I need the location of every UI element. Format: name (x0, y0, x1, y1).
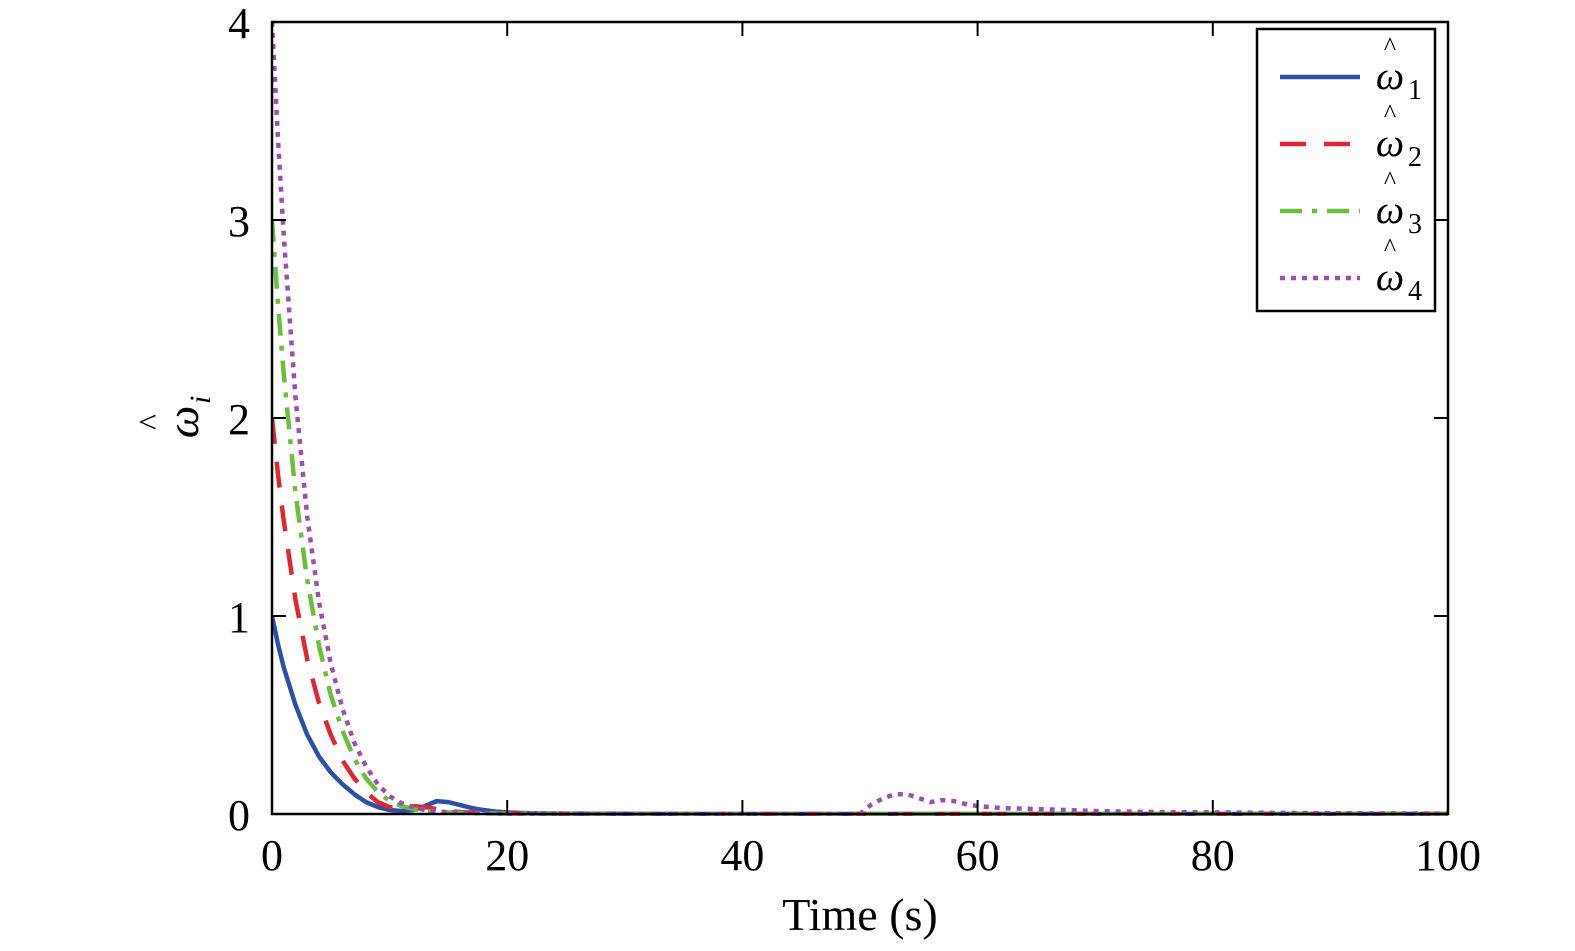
x-axis-label: Time (s) (782, 889, 938, 940)
legend-hat: ^ (1384, 166, 1396, 195)
legend-symbol: ω (1376, 53, 1404, 98)
legend-hat: ^ (1384, 99, 1396, 128)
legend-entry-3: ^ω 3 (1280, 166, 1422, 240)
legend-hat: ^ (1384, 32, 1396, 61)
legend-subscript: 2 (1408, 142, 1422, 173)
x-tick-label: 60 (956, 831, 1000, 880)
x-tick-label: 80 (1191, 831, 1235, 880)
legend-symbol: ω (1376, 187, 1404, 232)
legend-subscript: 3 (1408, 209, 1422, 240)
ticks-layer (271, 21, 1449, 815)
y-tick-label: 1 (228, 593, 250, 642)
y-axis-label-hat: ^ (133, 414, 170, 430)
y-axis-label-symbol: ω (157, 406, 208, 438)
series-line-3 (272, 219, 1448, 816)
y-tick-label: 0 (228, 791, 250, 840)
legend-subscript: 4 (1408, 276, 1422, 307)
legend: ^ω 1^ω 2^ω 3^ω 4 (1255, 27, 1437, 313)
x-tick-label: 0 (261, 831, 283, 880)
legend-symbol: ω (1376, 254, 1404, 299)
x-tick-label: 100 (1415, 831, 1481, 880)
y-tick-label: 4 (228, 0, 250, 48)
tick-labels-layer: 0 20 40 60 80 100 0 1 2 3 4 (228, 0, 1481, 880)
legend-entry-2: ^ω 2 (1280, 99, 1422, 173)
x-tick-label: 40 (720, 831, 764, 880)
legend-subscript: 1 (1408, 75, 1422, 106)
y-tick-label: 2 (228, 395, 250, 444)
legend-entry-1: ^ω 1 (1280, 32, 1422, 106)
y-tick-label: 3 (228, 197, 250, 246)
x-tick-label: 20 (485, 831, 529, 880)
y-axis-label: ^ ω i (133, 396, 217, 439)
legend-entry-4: ^ω 4 (1280, 233, 1422, 307)
y-axis-label-subscript: i (184, 396, 217, 404)
legend-symbol: ω (1376, 120, 1404, 165)
series-line-1 (272, 615, 1448, 816)
legend-hat: ^ (1384, 233, 1396, 262)
series-line-2 (272, 417, 1448, 816)
